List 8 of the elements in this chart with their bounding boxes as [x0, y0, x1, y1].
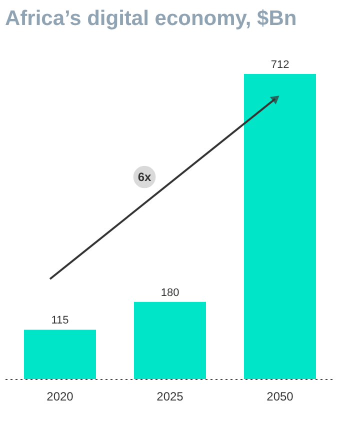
x-tick-label: 2025 — [156, 390, 184, 404]
data-label: 115 — [51, 314, 69, 327]
data-label: 712 — [270, 59, 290, 71]
x-tick-label: 2020 — [46, 390, 74, 404]
annotation: 6x — [138, 170, 152, 184]
chart-title: Africa’s digital economy, $Bn — [5, 7, 297, 30]
data-label: 180 — [160, 286, 180, 299]
x-tick-label: 2050 — [266, 390, 294, 404]
